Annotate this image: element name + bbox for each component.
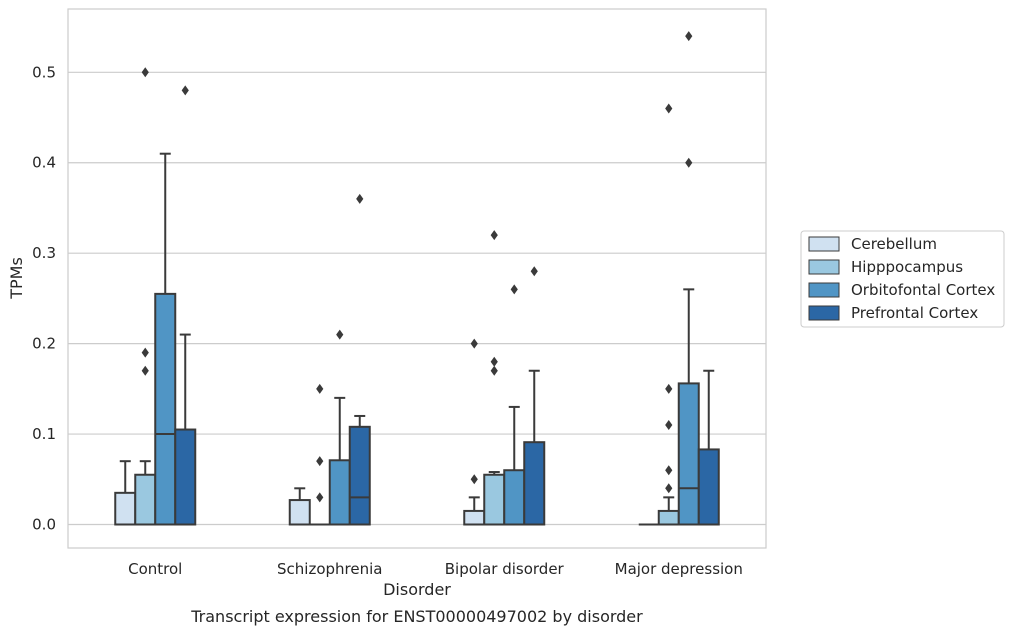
outlier-point xyxy=(316,456,324,467)
box-2-1 xyxy=(328,329,351,526)
boxes xyxy=(114,31,720,526)
y-tick-label: 0.2 xyxy=(32,335,56,353)
y-tick-label: 0.5 xyxy=(32,63,56,81)
outlier-point xyxy=(141,347,149,358)
x-tick-label: Bipolar disorder xyxy=(445,560,565,578)
x-tick-label: Major depression xyxy=(615,560,743,578)
box-body xyxy=(288,499,311,526)
box-body xyxy=(134,473,157,526)
box-3-2 xyxy=(523,266,546,526)
outlier-point xyxy=(665,383,673,394)
outlier-point xyxy=(470,338,478,349)
box-body xyxy=(657,509,680,526)
box-body xyxy=(154,292,177,526)
box-body xyxy=(114,491,137,526)
x-tick-label: Schizophrenia xyxy=(277,560,382,578)
outlier-point xyxy=(141,365,149,376)
box-2-3 xyxy=(677,31,700,526)
outlier-point xyxy=(685,31,693,42)
legend-label: Hipppocampus xyxy=(851,258,963,276)
outlier-point xyxy=(141,67,149,78)
y-tick-labels: 0.0 0.1 0.2 0.3 0.4 0.5 xyxy=(32,63,56,533)
y-axis-label: TPMs xyxy=(7,257,26,300)
box-body xyxy=(677,382,700,526)
legend: Cerebellum Hipppocampus Orbitofontal Corte… xyxy=(800,230,1005,328)
legend-label: Prefrontal Cortex xyxy=(851,304,978,322)
box-body xyxy=(503,469,526,526)
box-body xyxy=(348,425,371,526)
box-0-1 xyxy=(288,487,311,526)
y-tick-label: 0.1 xyxy=(32,425,56,443)
box-0-0 xyxy=(114,460,137,526)
chart-caption: Transcript expression for ENST0000049700… xyxy=(190,607,643,626)
outlier-point xyxy=(356,193,364,204)
outlier-point xyxy=(316,383,324,394)
outlier-point xyxy=(665,103,673,114)
y-tick-label: 0.4 xyxy=(32,154,56,172)
box-1-1 xyxy=(309,383,330,526)
legend-swatch xyxy=(808,282,840,298)
y-tick-label: 0.0 xyxy=(32,515,56,533)
box-body xyxy=(523,441,546,526)
legend-swatch xyxy=(808,305,840,321)
box-1-2 xyxy=(483,230,506,526)
plot-frame xyxy=(67,8,767,549)
legend-swatch xyxy=(808,259,840,275)
outlier-point xyxy=(530,266,538,277)
box-body xyxy=(328,459,351,526)
x-tick-labels: Control Schizophrenia Bipolar disorder Majo… xyxy=(128,560,743,578)
outlier-point xyxy=(470,474,478,485)
box-3-1 xyxy=(348,193,371,526)
box-0-2 xyxy=(463,338,486,526)
legend-label: Orbitofontal Cortex xyxy=(851,281,995,299)
box-2-2 xyxy=(503,284,526,526)
box-body xyxy=(463,509,486,526)
box-3-3 xyxy=(697,369,720,526)
x-tick-label: Control xyxy=(128,560,182,578)
y-tick-label: 0.3 xyxy=(32,244,56,262)
outlier-point xyxy=(665,465,673,476)
outlier-point xyxy=(665,420,673,431)
outlier-point xyxy=(685,157,693,168)
box-1-3 xyxy=(657,103,680,526)
legend-label: Cerebellum xyxy=(851,235,937,253)
outlier-point xyxy=(316,492,324,503)
outlier-point xyxy=(490,365,498,376)
outlier-point xyxy=(490,356,498,367)
outlier-point xyxy=(490,230,498,241)
box-body xyxy=(174,428,197,526)
legend-frame xyxy=(800,230,1005,328)
x-axis-label: Disorder xyxy=(383,580,451,599)
box-body xyxy=(697,448,720,526)
outlier-point xyxy=(181,85,189,96)
outlier-point xyxy=(336,329,344,340)
box-body xyxy=(483,473,506,526)
box-3-0 xyxy=(174,85,197,526)
box-1-0 xyxy=(134,67,157,526)
outlier-point xyxy=(665,483,673,494)
legend-swatch xyxy=(808,236,840,252)
outlier-point xyxy=(510,284,518,295)
box-2-0 xyxy=(154,152,177,526)
